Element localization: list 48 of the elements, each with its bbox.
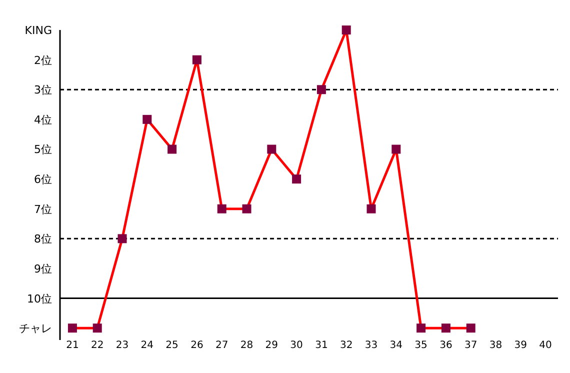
- x-tick-label: 33: [364, 340, 378, 351]
- y-tick-label: 7位: [34, 202, 52, 216]
- point: [342, 26, 351, 34]
- x-tick-label: 37: [464, 340, 478, 351]
- y-tick-label: 5位: [34, 143, 52, 156]
- x-tick-label: 30: [290, 340, 303, 351]
- point: [168, 144, 177, 154]
- point: [68, 324, 77, 333]
- y-tick-label: 2位: [34, 54, 52, 67]
- point: [416, 324, 426, 333]
- point: [142, 114, 152, 124]
- x-tick-label: 32: [340, 340, 353, 351]
- point: [466, 324, 476, 333]
- x-tick-label: 38: [489, 340, 502, 351]
- point: [92, 324, 102, 333]
- y-tick-label: 4位: [34, 113, 52, 126]
- point: [392, 144, 401, 154]
- x-tick-label: 23: [116, 340, 129, 351]
- x-tick-label: 27: [215, 340, 228, 351]
- point: [192, 55, 202, 64]
- point: [217, 204, 226, 214]
- y-tick-label: KING: [24, 24, 52, 37]
- y-tick-label: 10位: [27, 292, 52, 306]
- x-tick-label: 26: [190, 340, 204, 351]
- x-tick-label: 40: [539, 340, 552, 351]
- y-tick-label: 3位: [34, 84, 52, 97]
- y-tick-label: 6位: [34, 173, 52, 186]
- x-tick-label: 36: [440, 340, 452, 351]
- point: [316, 85, 326, 94]
- point: [267, 144, 276, 154]
- x-tick-label: 39: [514, 340, 528, 351]
- point: [118, 234, 127, 244]
- x-tick-label: 25: [166, 340, 178, 351]
- y-tick-label: 9位: [34, 262, 52, 276]
- x-tick-label: 22: [90, 340, 104, 351]
- y-tick-label: 8位: [34, 232, 52, 246]
- x-tick-label: 28: [240, 340, 254, 351]
- point: [292, 174, 302, 184]
- point: [441, 324, 450, 333]
- y-tick-label: チャレ: [19, 322, 52, 336]
- x-tick-label: 24: [140, 340, 154, 351]
- x-tick-label: 31: [315, 340, 328, 351]
- x-tick-label: 34: [390, 340, 403, 351]
- x-tick-label: 35: [414, 340, 428, 351]
- x-tick-label: 29: [265, 340, 278, 351]
- point: [242, 204, 252, 214]
- x-tick-label: 21: [66, 340, 79, 351]
- point: [366, 204, 376, 214]
